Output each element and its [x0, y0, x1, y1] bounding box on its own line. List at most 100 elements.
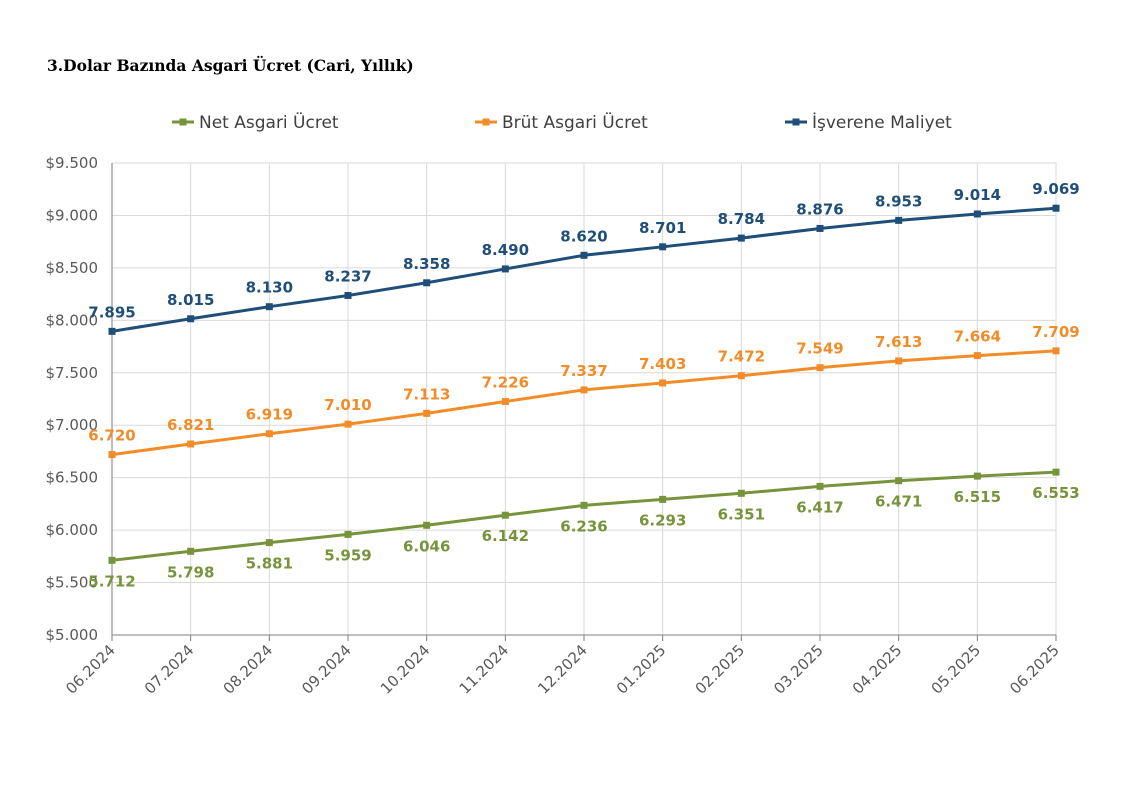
data-point [816, 364, 824, 372]
data-point [580, 501, 588, 509]
legend-label: Net Asgari Ücret [199, 111, 339, 133]
y-tick-label: $9.500 [46, 154, 99, 172]
data-label: 6.417 [796, 498, 843, 516]
x-tick-label: 09.2024 [298, 641, 355, 698]
data-label: 8.701 [639, 219, 686, 237]
data-label: 8.237 [324, 267, 371, 285]
x-tick-label: 04.2025 [849, 641, 906, 698]
data-label: 7.549 [796, 340, 843, 358]
axes [111, 163, 1057, 641]
data-label: 7.664 [954, 328, 1001, 346]
data-label: 7.895 [88, 303, 135, 321]
data-label: 8.784 [718, 210, 765, 228]
data-label: 6.919 [246, 406, 293, 424]
data-point [659, 495, 667, 503]
data-point [973, 210, 981, 218]
data-label: 8.130 [246, 279, 293, 297]
data-label: 5.959 [324, 546, 371, 564]
chart-title: 3.Dolar Bazında Asgari Ücret (Cari, Yıll… [47, 56, 414, 75]
series-group [108, 204, 1060, 564]
x-tick-label: 05.2025 [928, 641, 985, 698]
data-label: 6.821 [167, 416, 214, 434]
y-axis-ticks: $5.000 $5.500 $6.000 $6.500 $7.000 $7.500 $8.0… [46, 154, 99, 644]
data-label: 8.953 [875, 192, 922, 210]
x-tick-label: 06.2024 [62, 641, 119, 698]
x-tick-label: 08.2024 [220, 641, 277, 698]
legend-marker [482, 118, 490, 126]
data-point [423, 409, 431, 417]
data-label: 7.226 [482, 374, 529, 392]
data-point [423, 521, 431, 529]
data-label: 7.613 [875, 333, 922, 351]
data-point [895, 357, 903, 365]
data-point [265, 303, 273, 311]
data-point [580, 251, 588, 259]
y-tick-label: $7.000 [46, 416, 99, 434]
data-label: 7.403 [639, 355, 686, 373]
y-tick-label: $6.000 [46, 521, 99, 539]
data-point [501, 511, 509, 519]
data-point [344, 530, 352, 538]
data-label: 9.014 [954, 186, 1001, 204]
data-point [423, 279, 431, 287]
legend: Net Asgari Ücret Brüt Asgari Ücret İşveren… [172, 111, 952, 133]
data-point [737, 234, 745, 242]
data-label: 6.720 [88, 427, 135, 445]
data-point [108, 556, 116, 564]
data-label: 6.293 [639, 511, 686, 529]
x-tick-label: 02.2025 [692, 641, 749, 698]
legend-marker [179, 118, 187, 126]
y-tick-label: $6.500 [46, 469, 99, 487]
data-labels: 5.712 5.798 5.881 5.959 6.046 6.142 6.236 6.293… [88, 180, 1079, 590]
data-label: 5.798 [167, 563, 214, 581]
data-point [580, 386, 588, 394]
data-point [973, 352, 981, 360]
data-point [265, 430, 273, 438]
data-point [501, 265, 509, 273]
y-tick-label: $5.000 [46, 626, 99, 644]
data-point [659, 243, 667, 251]
x-tick-label: 03.2025 [770, 641, 827, 698]
data-label: 5.881 [246, 555, 293, 573]
data-point [108, 327, 116, 335]
data-label: 9.069 [1032, 180, 1079, 198]
data-label: 6.236 [560, 517, 607, 535]
data-label: 8.015 [167, 291, 214, 309]
legend-label: Brüt Asgari Ücret [502, 111, 648, 133]
data-label: 8.358 [403, 255, 450, 273]
data-label: 6.515 [954, 488, 1001, 506]
data-point [737, 372, 745, 380]
legend-label: İşverene Maliyet [812, 112, 952, 133]
data-point [187, 440, 195, 448]
legend-marker [792, 118, 800, 126]
data-point [816, 482, 824, 490]
data-label: 6.351 [718, 505, 765, 523]
data-point [659, 379, 667, 387]
data-label: 6.142 [482, 527, 529, 545]
data-point [187, 315, 195, 323]
data-label: 8.620 [560, 227, 607, 245]
data-point [501, 398, 509, 406]
data-label: 6.471 [875, 493, 922, 511]
x-tick-label: 10.2024 [377, 641, 434, 698]
x-tick-label: 01.2025 [613, 641, 670, 698]
data-point [344, 291, 352, 299]
y-tick-label: $7.500 [46, 364, 99, 382]
data-point [895, 216, 903, 224]
data-label: 6.553 [1032, 484, 1079, 502]
data-label: 6.046 [403, 537, 450, 555]
data-label: 7.113 [403, 385, 450, 403]
y-tick-label: $8.500 [46, 259, 99, 277]
x-tick-label: 12.2024 [534, 641, 591, 698]
x-tick-label: 06.2025 [1006, 641, 1063, 698]
data-label: 5.712 [88, 572, 135, 590]
x-tick-label: 07.2024 [141, 641, 198, 698]
data-label: 7.472 [718, 348, 765, 366]
grid [112, 162, 1057, 635]
data-label: 8.876 [796, 200, 843, 218]
y-tick-label: $9.000 [46, 206, 99, 224]
data-point [895, 477, 903, 485]
data-label: 7.709 [1032, 323, 1079, 341]
data-point [1052, 204, 1060, 212]
y-tick-label: $8.000 [46, 311, 99, 329]
